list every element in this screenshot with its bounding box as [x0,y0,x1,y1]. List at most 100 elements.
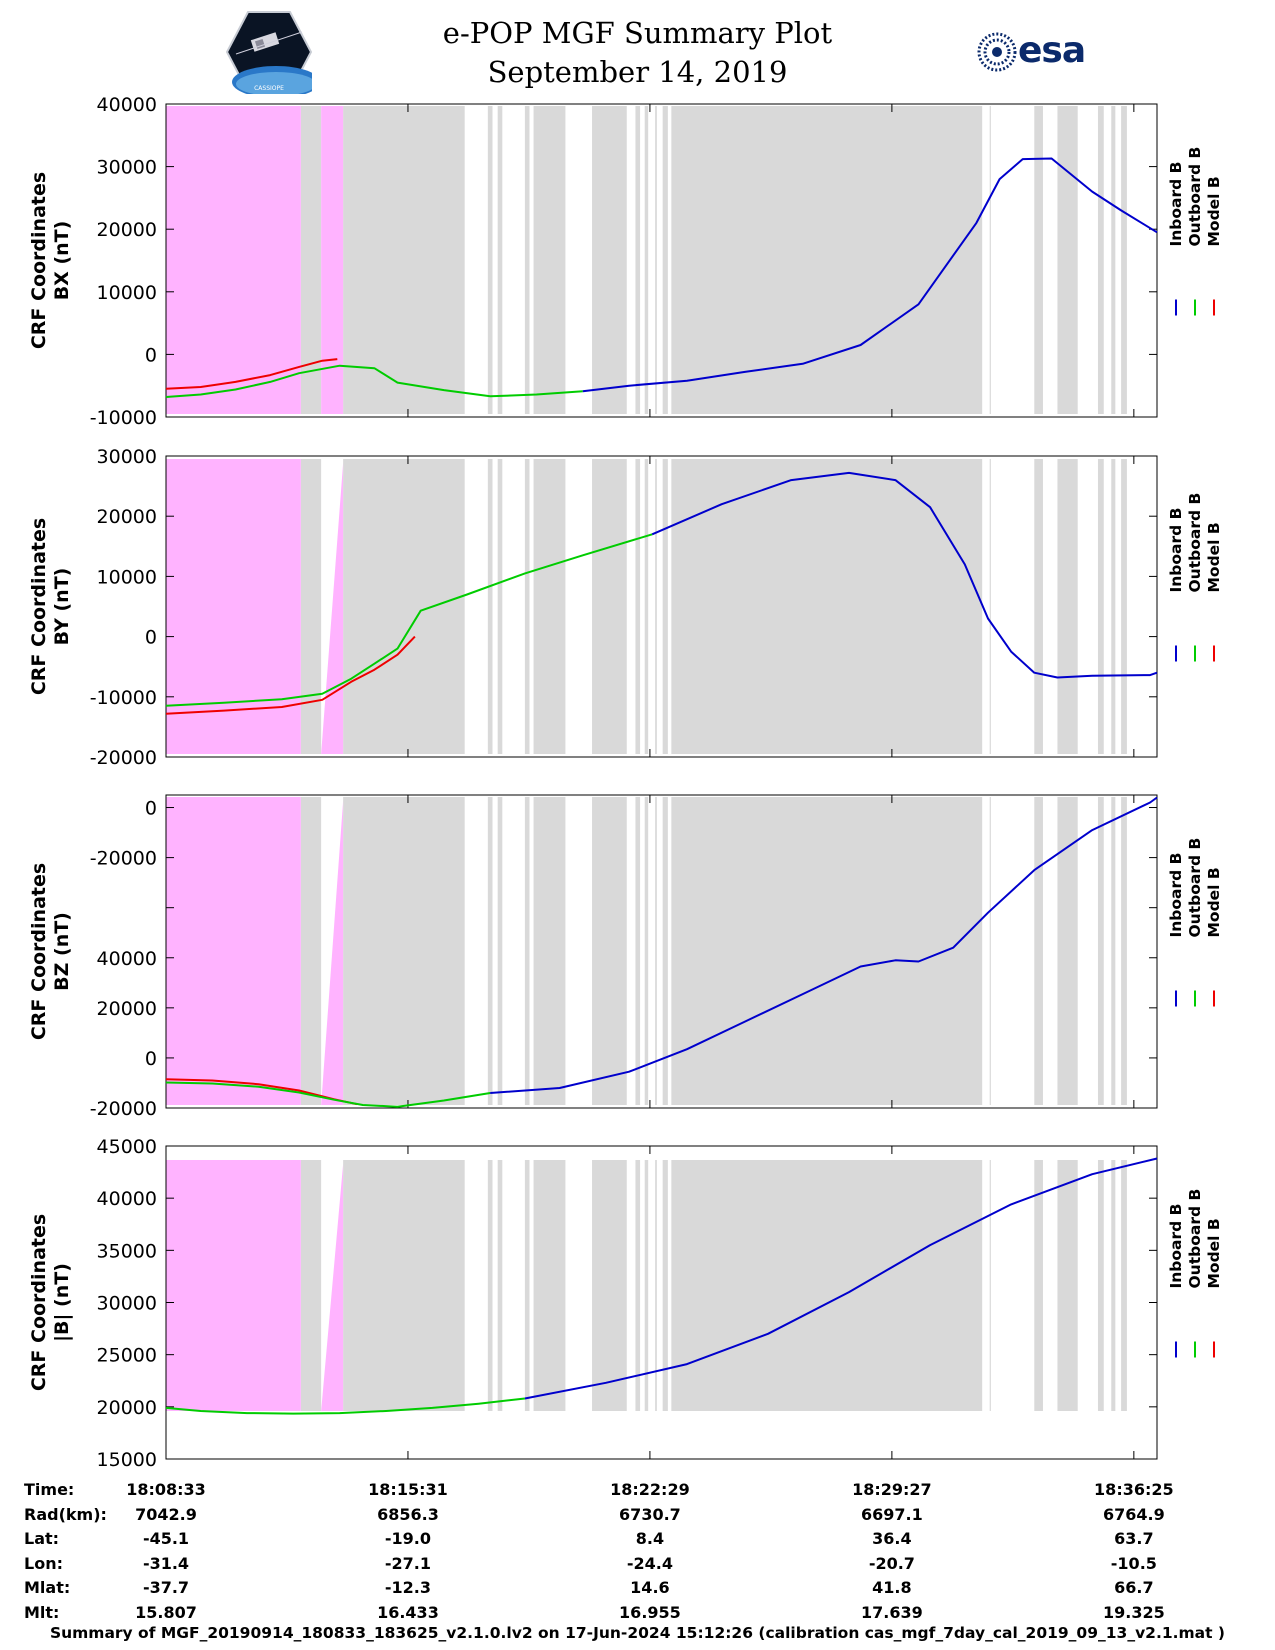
mode-band-gray [300,797,322,1105]
y-tick-label: 10000 [97,282,157,304]
mode-band-gray [989,459,991,754]
info-row-value: 16.955 [619,1603,681,1622]
mode-band-gray [533,106,566,414]
mode-band-gray [1034,106,1043,414]
y-axis-label-line1: CRF Coordinates [28,172,50,349]
y-tick-label: -10000 [90,687,157,709]
mode-band-gray [1057,106,1078,414]
info-row-value: 7042.9 [135,1504,197,1524]
panel-4: 45000 40000 35000 30000 25000 20000 15000 CRF C… [28,1136,1223,1471]
legend-label: Outboard B [1186,493,1204,593]
mode-band-gray [524,1160,530,1411]
mode-band-gray [635,459,641,754]
info-row-value: 36.4 [872,1529,912,1549]
plot-frame [165,103,1158,418]
legend-label: Model B [1205,176,1223,246]
mode-band-gray [1121,106,1127,414]
mode-band-gray [644,797,649,1105]
y-tick-label: 0 [145,344,157,366]
info-row-value: -12.3 [384,1578,432,1598]
mode-band-gray [487,797,493,1105]
series-outboard-b [165,1081,491,1108]
legend-label: Model B [1205,1218,1223,1288]
mode-band-gray [1057,459,1078,754]
mode-band-gray [487,459,493,754]
series-model-b [165,635,416,715]
y-tick-label: 0 [145,1048,157,1070]
mode-band-gray [662,106,668,414]
mode-band-gray [533,459,566,754]
mode-band-gray [655,459,657,754]
mode-band-gray [497,797,503,1105]
mode-band-gray [644,106,649,414]
mode-band-pink [166,1160,301,1411]
info-row-value: -45.1 [142,1529,190,1549]
series-model-b [165,358,338,390]
footer-note: Summary of MGF_20190914_180833_183625_v2… [49,1624,1226,1642]
mode-band-pink [321,463,344,754]
mode-band-gray [644,459,649,754]
legend-label: Model B [1205,867,1223,937]
mode-band-gray [524,106,530,414]
info-row-value: 19.325 [1102,1603,1165,1622]
plot-frame [165,455,1158,758]
mode-band-gray [524,459,530,754]
legend-label: Inboard B [1167,1204,1185,1289]
mode-band-gray [592,797,627,1105]
info-row-label: Lon: [24,1553,63,1573]
info-row-value: -27.1 [384,1553,432,1573]
mode-band-gray [533,797,566,1105]
mode-band-gray [1097,797,1104,1105]
mode-band-pink [166,797,301,1105]
mode-band-gray [644,1160,649,1411]
mode-band-gray [655,106,657,414]
mode-band-gray [989,106,991,414]
info-row-label: Lat: [24,1529,60,1549]
mode-band-gray [1111,797,1116,1105]
y-tick-label: 40000 [97,94,157,116]
info-row-value: 6764.9 [1102,1504,1165,1524]
mode-band-pink [166,106,301,414]
mode-band-gray [1111,459,1116,754]
panel-3: 0 -20000 40000 20000 0 -20000 CRF Coordinates B… [28,794,1223,1120]
y-tick-label: 20000 [97,506,157,528]
mode-band-gray [662,459,668,754]
info-row-value: 6856.3 [377,1504,439,1524]
y-tick-label: -10000 [90,407,157,429]
plot-date: September 14, 2019 [487,55,788,89]
series-inboard-b [524,1157,1158,1400]
mode-band-gray [300,1160,322,1411]
info-row-value: 6697.1 [861,1504,923,1524]
y-tick-label: 10000 [97,566,157,588]
y-axis-label-line1: CRF Coordinates [28,518,50,695]
y-axis-label-line1: CRF Coordinates [28,863,50,1040]
legend-label: Outboard B [1186,1189,1204,1289]
legend-label: Model B [1205,522,1223,592]
mode-band-gray [1111,1160,1116,1411]
y-axis-label: CRF Coordinates BY (nT) [28,518,73,695]
y-tick-label: 40000 [97,1188,157,1210]
mode-band-gray [524,797,530,1105]
y-tick-label: 30000 [97,446,157,468]
y-tick-label: 20000 [97,1397,157,1419]
mode-band-gray [635,1160,641,1411]
info-row-value: 6730.7 [619,1504,681,1524]
y-axis-label: CRF Coordinates BX (nT) [28,172,73,349]
mode-band-gray [989,797,991,1105]
mode-band-gray [1057,797,1078,1105]
legend: Inboard B Outboard B Model B [1167,1189,1223,1358]
legend: Inboard B Outboard B Model B [1167,493,1223,662]
info-row-label: Time: [24,1480,75,1499]
info-row-value: -31.4 [142,1553,190,1573]
info-row-value: 15.807 [135,1603,197,1622]
mode-band-gray [497,1160,503,1411]
mode-band-gray [1097,459,1104,754]
y-axis-label-line2: BY (nT) [51,568,73,646]
info-row-value: 8.4 [635,1529,665,1549]
mode-band-gray [487,106,493,414]
mode-band-gray [497,459,503,754]
info-row-value: 18:15:31 [368,1480,448,1499]
info-row-value: 18:36:25 [1094,1480,1174,1499]
series-inboard-b [651,471,1158,679]
y-tick-label: 0 [145,798,157,820]
